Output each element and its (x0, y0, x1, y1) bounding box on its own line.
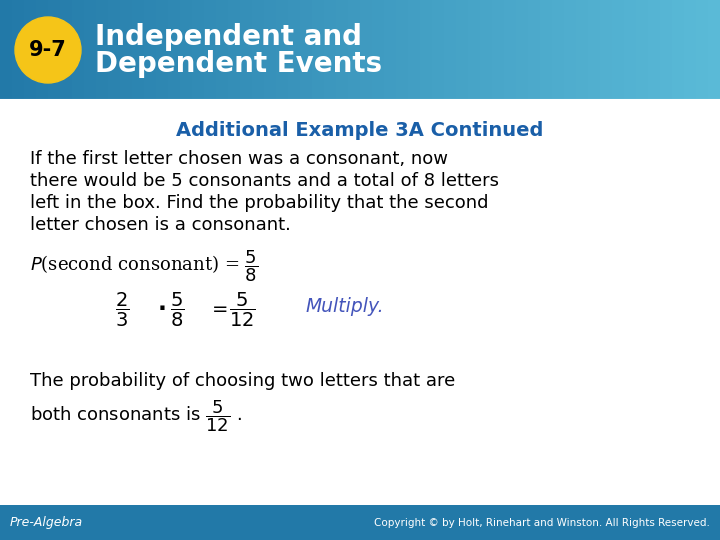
Bar (156, 0, 168, 100)
Bar (432, 0, 444, 100)
Bar (144, 0, 156, 100)
Bar (612, 0, 624, 100)
Text: Pre-Algebra: Pre-Algebra (10, 516, 83, 529)
Bar (372, 0, 384, 100)
Text: $=$: $=$ (208, 298, 228, 316)
Bar (168, 0, 180, 100)
Bar (648, 0, 660, 100)
Bar (84, 0, 96, 100)
Bar (696, 0, 708, 100)
Bar (180, 0, 192, 100)
Bar (324, 0, 336, 100)
Bar (420, 0, 432, 100)
Bar (264, 0, 276, 100)
Text: $\dfrac{5}{8}$: $\dfrac{5}{8}$ (170, 291, 184, 329)
Bar (24, 0, 36, 100)
Bar (456, 0, 468, 100)
Bar (444, 0, 456, 100)
Bar (132, 0, 144, 100)
Text: Copyright © by Holt, Rinehart and Winston. All Rights Reserved.: Copyright © by Holt, Rinehart and Winsto… (374, 517, 710, 528)
Bar (0, 505, 720, 540)
Bar (516, 0, 528, 100)
Text: $\mathit{P}$(second consonant) = $\dfrac{5}{8}$: $\mathit{P}$(second consonant) = $\dfrac… (30, 248, 258, 284)
Bar (348, 0, 360, 100)
Bar (120, 0, 132, 100)
Bar (624, 0, 636, 100)
Bar (492, 0, 504, 100)
Bar (672, 0, 684, 100)
Bar (216, 0, 228, 100)
Bar (552, 0, 564, 100)
Text: Additional Example 3A Continued: Additional Example 3A Continued (176, 120, 544, 139)
Bar (240, 0, 252, 100)
Bar (360, 0, 372, 100)
Bar (12, 0, 24, 100)
Bar (684, 0, 696, 100)
Bar (0, 0, 12, 100)
Bar (396, 0, 408, 100)
Bar (540, 0, 552, 100)
Bar (528, 0, 540, 100)
Bar (36, 0, 48, 100)
Text: Independent and: Independent and (95, 23, 362, 51)
Bar (480, 0, 492, 100)
Bar (708, 0, 720, 100)
Bar (252, 0, 264, 100)
Bar (660, 0, 672, 100)
Bar (60, 0, 72, 100)
Text: The probability of choosing two letters that are: The probability of choosing two letters … (30, 372, 455, 390)
Text: Multiply.: Multiply. (305, 298, 384, 316)
Text: $\dfrac{2}{3}$: $\dfrac{2}{3}$ (115, 291, 130, 329)
Bar (96, 0, 108, 100)
Bar (588, 0, 600, 100)
Bar (312, 0, 324, 100)
Text: letter chosen is a consonant.: letter chosen is a consonant. (30, 216, 291, 234)
Bar (276, 0, 288, 100)
Bar (504, 0, 516, 100)
Bar (204, 0, 216, 100)
Circle shape (15, 17, 81, 83)
Text: 9-7: 9-7 (29, 40, 67, 60)
Bar (108, 0, 120, 100)
Bar (288, 0, 300, 100)
Bar (48, 0, 60, 100)
Bar (228, 0, 240, 100)
Bar (564, 0, 576, 100)
Bar (576, 0, 588, 100)
Text: $\dfrac{5}{12}$: $\dfrac{5}{12}$ (229, 291, 256, 329)
Bar (636, 0, 648, 100)
Text: If the first letter chosen was a consonant, now: If the first letter chosen was a consona… (30, 150, 448, 168)
Bar (600, 0, 612, 100)
Bar (72, 0, 84, 100)
Bar (300, 0, 312, 100)
Text: left in the box. Find the probability that the second: left in the box. Find the probability th… (30, 194, 488, 212)
Text: $\mathbf{\cdot}$: $\mathbf{\cdot}$ (157, 295, 166, 319)
Text: Dependent Events: Dependent Events (95, 50, 382, 78)
Text: there would be 5 consonants and a total of 8 letters: there would be 5 consonants and a total … (30, 172, 499, 190)
Bar (384, 0, 396, 100)
Bar (408, 0, 420, 100)
Bar (192, 0, 204, 100)
Text: both consonants is $\dfrac{5}{12}$ .: both consonants is $\dfrac{5}{12}$ . (30, 398, 242, 434)
Bar (468, 0, 480, 100)
Bar (336, 0, 348, 100)
